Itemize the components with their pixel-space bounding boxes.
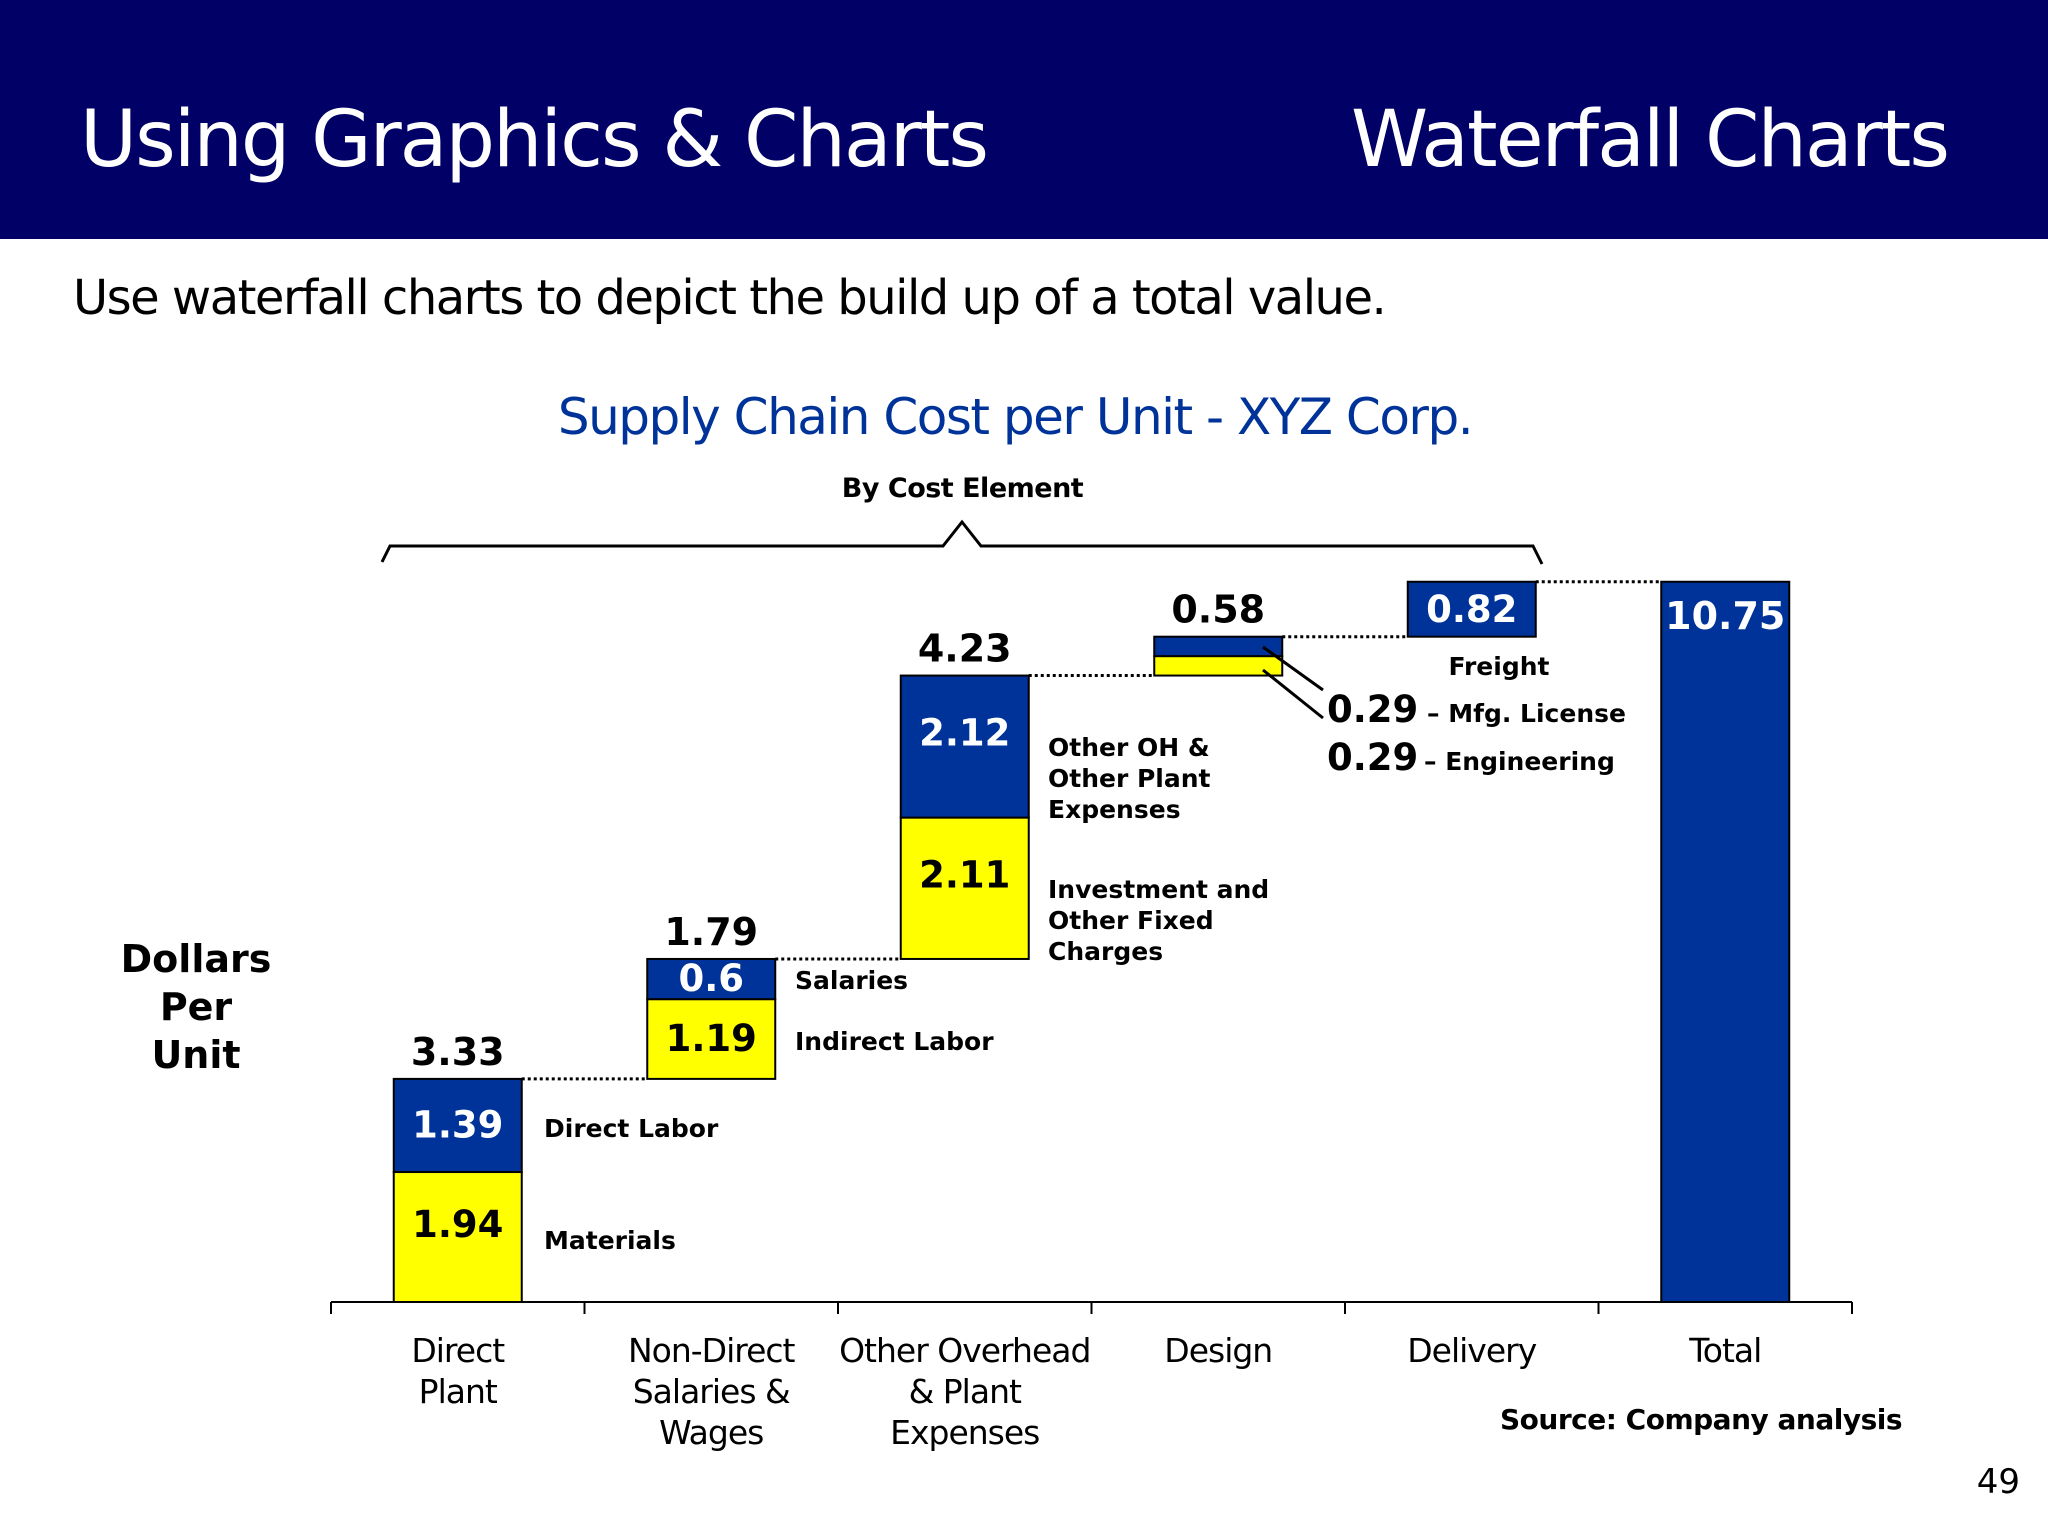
waterfall-segment xyxy=(646,957,777,1001)
segment-note: Indirect Labor xyxy=(795,1027,994,1056)
callout-value: 0.29 xyxy=(1327,688,1418,731)
segment-note: Charges xyxy=(1048,937,1163,966)
x-tick-label: Direct xyxy=(411,1331,505,1370)
step-total-label: 0.58 xyxy=(1171,588,1265,632)
page-number: 49 xyxy=(1976,1462,2020,1502)
segment-note: Freight xyxy=(1449,652,1550,681)
x-tick-label: Expenses xyxy=(890,1413,1039,1452)
segment-value-label: 0.82 xyxy=(1426,588,1517,631)
waterfall-segment xyxy=(392,1077,523,1174)
segment-value-label: 1.94 xyxy=(412,1203,503,1246)
segment-note: Other Fixed xyxy=(1048,906,1214,935)
segment-value-label: 0.6 xyxy=(678,957,744,1000)
callout-label: – Mfg. License xyxy=(1427,699,1626,728)
y-axis-label: Dollars Per Unit xyxy=(100,935,292,1079)
segment-note: Materials xyxy=(544,1226,676,1255)
y-axis-label-line: Unit xyxy=(151,1033,241,1077)
total-value-label: 10.75 xyxy=(1665,594,1785,638)
waterfall-segment xyxy=(1153,635,1284,658)
x-tick-label: & Plant xyxy=(909,1372,1022,1411)
x-tick-label: Wages xyxy=(659,1413,763,1452)
y-axis-label-line: Per xyxy=(159,985,233,1029)
segment-note: Salaries xyxy=(795,966,908,995)
waterfall-segment xyxy=(899,674,1030,819)
slide-header: Using Graphics & Charts Waterfall Charts xyxy=(0,0,2048,239)
chart-subtitle: By Cost Element xyxy=(841,473,1084,504)
cost-element-brace xyxy=(380,519,1544,565)
callout-label: – Engineering xyxy=(1424,747,1615,776)
waterfall-segment xyxy=(646,998,777,1080)
callout-leader-line xyxy=(1262,645,1324,692)
x-tick-label: Total xyxy=(1688,1331,1761,1370)
segment-value-label: 1.39 xyxy=(412,1103,503,1146)
step-total-label: 3.33 xyxy=(411,1030,505,1074)
callout-leader-line xyxy=(1262,668,1324,720)
segment-note: Other OH & xyxy=(1048,733,1210,762)
chart-title: Supply Chain Cost per Unit - XYZ Corp. xyxy=(557,388,1474,446)
segment-note: Investment and xyxy=(1048,875,1269,904)
x-tick-label: Salaries & xyxy=(633,1372,790,1411)
source-note: Source: Company analysis xyxy=(1500,1403,1903,1436)
x-tick-label: Non-Direct xyxy=(628,1331,796,1370)
x-tick-label: Plant xyxy=(419,1372,498,1411)
section-title: Using Graphics & Charts xyxy=(80,95,989,185)
segment-value-label: 2.11 xyxy=(919,854,1010,897)
waterfall-segment xyxy=(1153,655,1284,677)
y-axis-label-line: Dollars xyxy=(120,937,272,981)
x-tick-label: Delivery xyxy=(1407,1331,1536,1370)
step-total-label: 4.23 xyxy=(918,627,1012,671)
total-bar xyxy=(1660,580,1791,1303)
segment-note: Expenses xyxy=(1048,795,1181,824)
slide-topic-title: Waterfall Charts xyxy=(1351,95,1950,185)
segment-note: Direct Labor xyxy=(544,1114,719,1143)
waterfall-segment xyxy=(1406,580,1537,638)
x-tick-label: Other Overhead xyxy=(839,1331,1090,1370)
segment-value-label: 2.12 xyxy=(919,712,1010,755)
callout-value: 0.29 xyxy=(1327,736,1418,779)
x-tick-label: Design xyxy=(1164,1331,1272,1370)
lead-text: Use waterfall charts to depict the build… xyxy=(73,270,1387,326)
segment-value-label: 1.19 xyxy=(666,1017,757,1060)
step-total-label: 1.79 xyxy=(664,910,758,954)
segment-note: Other Plant xyxy=(1048,764,1211,793)
